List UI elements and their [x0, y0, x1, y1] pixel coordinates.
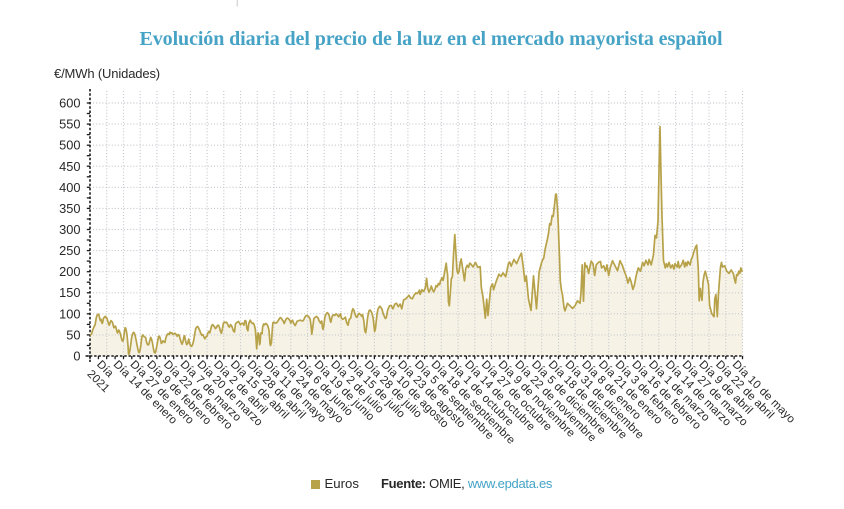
svg-text:550: 550 — [59, 117, 80, 132]
svg-text:50: 50 — [66, 327, 80, 342]
svg-text:250: 250 — [59, 243, 80, 258]
svg-text:350: 350 — [59, 201, 80, 216]
svg-text:150: 150 — [59, 285, 80, 300]
svg-text:200: 200 — [59, 264, 80, 279]
svg-text:300: 300 — [59, 222, 80, 237]
svg-text:450: 450 — [59, 159, 80, 174]
svg-text:400: 400 — [59, 180, 80, 195]
svg-text:500: 500 — [59, 138, 80, 153]
svg-text:100: 100 — [59, 306, 80, 321]
svg-text:0: 0 — [73, 349, 80, 364]
svg-text:600: 600 — [59, 96, 80, 111]
